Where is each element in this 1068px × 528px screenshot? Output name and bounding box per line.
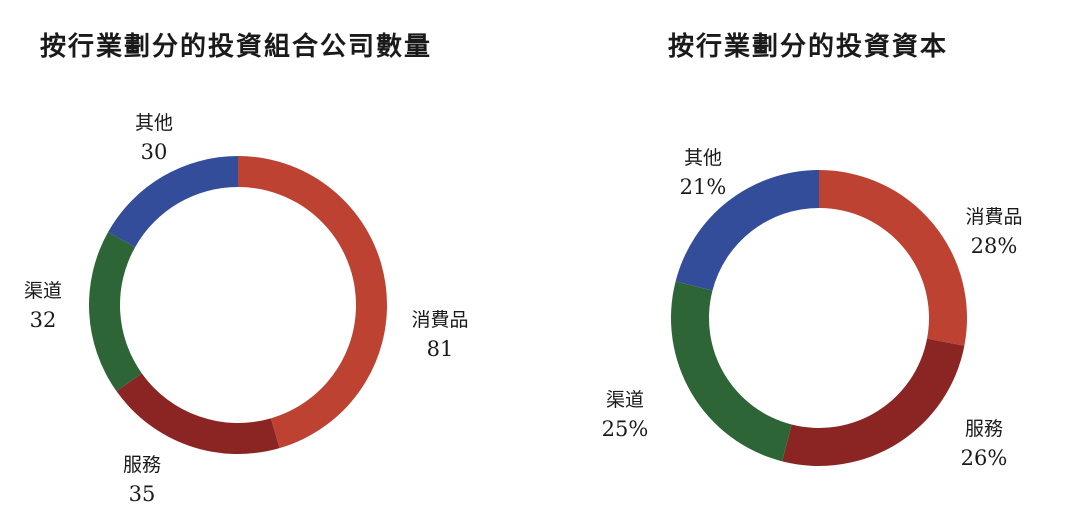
donut-slice-0 <box>819 170 967 346</box>
chart-title: 按行業劃分的投資組合公司數量 <box>40 32 433 62</box>
slice-label-value: 81 <box>427 337 454 361</box>
chart-title: 按行業劃分的投資資本 <box>668 32 949 62</box>
slice-label-value: 28% <box>971 234 1018 258</box>
slice-label-value: 30 <box>141 140 168 164</box>
slice-label-value: 21% <box>680 175 727 199</box>
donut-slice-2 <box>89 232 142 392</box>
donut-slice-3 <box>675 170 819 291</box>
donut-slice-1 <box>782 338 965 467</box>
slice-label-name: 消費品 <box>411 309 468 331</box>
donut-slice-0 <box>238 156 387 449</box>
slice-label-name: 服務 <box>965 418 1003 440</box>
slice-label-name: 渠道 <box>24 280 62 302</box>
portfolio-count-donut: 消費品 81 服務 35 渠道 32 其他 30 <box>24 112 469 506</box>
slice-label-name: 其他 <box>135 112 173 134</box>
donut-slice-2 <box>671 281 792 462</box>
slice-label-value: 26% <box>961 446 1008 470</box>
slice-label-value: 35 <box>129 482 156 506</box>
slice-label-name: 服務 <box>123 454 161 476</box>
invested-capital-donut: 消費品 28% 服務 26% 渠道 25% 其他 21% <box>602 147 1023 470</box>
portfolio-count-chart: 按行業劃分的投資組合公司數量 消費品 81 服務 35 渠道 32 其他 30 <box>24 32 469 506</box>
slice-label-name: 渠道 <box>606 389 644 411</box>
slice-label-name: 消費品 <box>965 206 1022 228</box>
slice-label-value: 32 <box>30 308 57 332</box>
donut-slice-3 <box>108 156 239 248</box>
donut-slice-1 <box>116 373 280 454</box>
slice-label-value: 25% <box>602 417 649 441</box>
invested-capital-chart: 按行業劃分的投資資本 消費品 28% 服務 26% 渠道 25% 其他 21% <box>534 0 1068 528</box>
slice-label-name: 其他 <box>684 147 722 169</box>
